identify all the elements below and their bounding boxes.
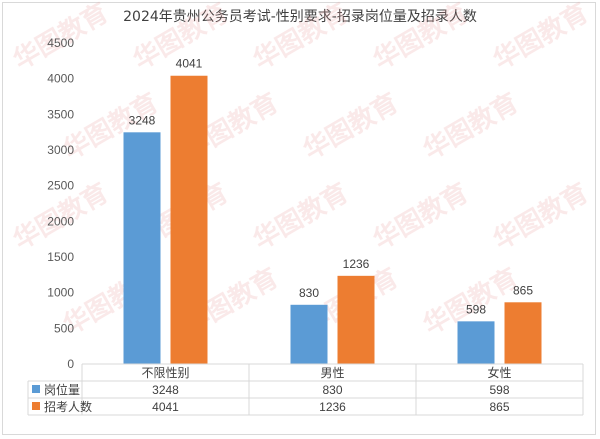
y-tick-label: 4500 bbox=[47, 36, 74, 50]
table-cell: 3248 bbox=[152, 383, 179, 397]
watermark-text: 华图教育 bbox=[248, 0, 354, 76]
legend-swatch bbox=[32, 402, 40, 410]
chart-title: 2024年贵州公务员考试-性别要求-招录岗位量及招录人数 bbox=[123, 9, 477, 25]
bar-series2 bbox=[337, 275, 375, 364]
bar-series2 bbox=[504, 302, 542, 364]
legend-swatch bbox=[32, 385, 40, 393]
table-cell: 830 bbox=[322, 383, 342, 397]
y-tick-label: 2000 bbox=[47, 214, 74, 228]
bar-series2 bbox=[170, 75, 208, 364]
y-tick-label: 2500 bbox=[47, 179, 74, 193]
table-cell: 865 bbox=[489, 400, 509, 414]
watermark-text: 华图教育 bbox=[488, 177, 594, 256]
y-tick-label: 1500 bbox=[47, 250, 74, 264]
data-label: 4041 bbox=[176, 57, 203, 71]
data-label: 598 bbox=[466, 302, 486, 316]
watermark-text: 华图教育 bbox=[488, 0, 594, 76]
watermark-text: 华图教育 bbox=[298, 87, 404, 166]
bar-series1 bbox=[290, 304, 328, 364]
table-cell: 4041 bbox=[152, 400, 179, 414]
y-tick-label: 1000 bbox=[47, 286, 74, 300]
y-tick-label: 3500 bbox=[47, 107, 74, 121]
data-label: 1236 bbox=[343, 257, 370, 271]
category-label: 不限性别 bbox=[141, 366, 189, 380]
bar-series1 bbox=[123, 132, 161, 364]
data-label: 830 bbox=[299, 286, 319, 300]
data-label: 3248 bbox=[129, 113, 156, 127]
data-label: 865 bbox=[513, 283, 533, 297]
y-tick-label: 3000 bbox=[47, 143, 74, 157]
y-tick-label: 0 bbox=[67, 357, 74, 371]
table-cell: 1236 bbox=[319, 400, 346, 414]
watermark-text: 华图教育 bbox=[368, 0, 474, 76]
table-cell: 598 bbox=[489, 383, 509, 397]
category-label: 女性 bbox=[487, 365, 511, 380]
legend-label: 招考人数 bbox=[44, 399, 92, 414]
watermark-text: 华图教育 bbox=[368, 177, 474, 256]
y-tick-label: 4000 bbox=[47, 72, 74, 86]
watermark-text: 华图教育 bbox=[248, 177, 354, 256]
category-label: 男性 bbox=[320, 366, 344, 380]
bar-series1 bbox=[457, 321, 495, 364]
y-tick-label: 500 bbox=[54, 321, 74, 335]
watermark-text: 华图教育 bbox=[418, 87, 524, 166]
legend-label: 岗位量 bbox=[44, 382, 80, 397]
